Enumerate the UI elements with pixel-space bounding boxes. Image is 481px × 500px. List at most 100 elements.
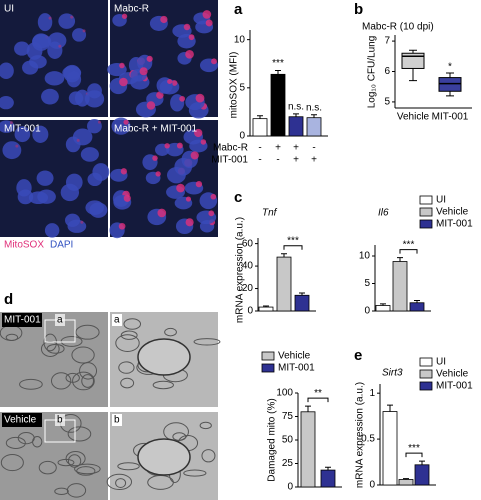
mitosox-signal [171, 80, 178, 86]
y-axis-label: Damaged mito (%) [267, 398, 278, 481]
image-label: Mabc-R + MIT-001 [114, 124, 198, 135]
x-tick-label: Vehicle [397, 112, 430, 123]
legend-label: UI [436, 357, 446, 368]
em-structure [81, 374, 94, 388]
bar [398, 479, 414, 486]
image-label: MIT-001 [4, 315, 41, 326]
mitosox-signal [139, 67, 148, 76]
em-structure [120, 330, 138, 340]
em-structure [115, 334, 140, 352]
error-bar [311, 114, 317, 118]
panel-title: Il6 [378, 208, 389, 219]
em-structure [50, 372, 72, 390]
significance-bracket [399, 249, 418, 254]
chart-title: Mabc-R (10 dpi) [362, 22, 434, 33]
x-tick-label: MIT-001 [432, 112, 469, 123]
nucleus [2, 141, 22, 160]
mitosox-signal [183, 23, 191, 31]
mitosox-signal [205, 19, 213, 27]
nucleus [28, 191, 49, 205]
em-structure [5, 436, 26, 449]
image-label: a [114, 315, 120, 326]
em-structure [72, 371, 95, 391]
em-structure [117, 462, 140, 471]
em-structure [46, 343, 65, 354]
legend-label: Vehicle [278, 351, 311, 362]
panel-letter: c [234, 189, 242, 206]
error-bar [293, 113, 299, 117]
panel-title: Tnf [262, 208, 278, 219]
y-tick-label: 0 [239, 131, 245, 142]
mitosox-signal [164, 143, 170, 149]
mitosox-signal [179, 95, 186, 102]
mitosox-signal [119, 77, 128, 87]
legend-swatch [419, 369, 433, 379]
mitosox-signal [185, 218, 194, 227]
mitosox-signal [123, 119, 129, 125]
bar [270, 73, 286, 137]
significance-bracket [307, 397, 329, 403]
significance: * [448, 62, 452, 73]
nucleus [14, 126, 31, 143]
em-structure [118, 361, 135, 374]
em-structure [67, 454, 82, 468]
significance: n.s. [288, 101, 304, 112]
mitosox-signal [9, 121, 13, 125]
condition-sign: - [258, 155, 261, 166]
nucleus [0, 96, 14, 110]
mitosox-signal [176, 142, 183, 149]
nucleus [64, 213, 81, 227]
y-axis-label: mitoSOX (MFI) [229, 52, 240, 119]
nucleus [41, 88, 59, 105]
y-tick-label: 40 [242, 261, 254, 272]
mitosox-signal [146, 55, 153, 62]
legend-swatch [419, 219, 433, 229]
em-structure [60, 335, 83, 347]
nucleus [89, 202, 108, 218]
y-tick-label: 5 [239, 82, 245, 93]
mitosox-signal [146, 101, 156, 110]
bar [288, 116, 304, 137]
legend-swatch [419, 381, 433, 391]
image-label: a [57, 315, 63, 326]
panel-letter: b [354, 1, 363, 18]
mitosox-signal [188, 34, 195, 41]
error-bar [403, 478, 409, 480]
error-bar [325, 466, 331, 471]
bar [294, 294, 310, 312]
mitosox-signal [121, 13, 128, 19]
em-structure [75, 324, 100, 340]
y-tick-label: 6 [384, 66, 390, 77]
image-label: Mabc-R [114, 4, 149, 15]
mitosox-signal [97, 120, 101, 124]
bar [382, 411, 398, 486]
em-structure [32, 436, 43, 448]
error-bar [275, 69, 281, 75]
em-structure [5, 333, 19, 342]
bar [375, 305, 391, 312]
legend-label: Vehicle [436, 207, 469, 218]
mitosox-signal [185, 196, 192, 202]
y-tick-label: 1 [369, 388, 375, 399]
nucleus [44, 223, 60, 238]
image-label: MIT-001 [4, 124, 41, 135]
significance: n.s. [306, 102, 322, 113]
box [438, 77, 462, 92]
y-tick-label: 100 [276, 388, 293, 399]
nucleus [58, 13, 76, 29]
error-bar [380, 303, 386, 306]
em-structure [115, 478, 127, 488]
mitosox-signal [156, 91, 164, 99]
label-bg [2, 313, 42, 327]
error-bar [397, 257, 403, 262]
legend-label: MIT-001 [278, 363, 315, 374]
stain-label: DAPI [50, 240, 73, 251]
nucleus [37, 13, 53, 32]
em-structure [123, 318, 142, 330]
image-label: Vehicle [4, 415, 37, 426]
error-bar [419, 460, 425, 465]
legend-swatch [419, 195, 433, 205]
legend-label: MIT-001 [436, 219, 473, 230]
label-bg [112, 414, 122, 426]
y-tick-label: 50 [282, 435, 294, 446]
